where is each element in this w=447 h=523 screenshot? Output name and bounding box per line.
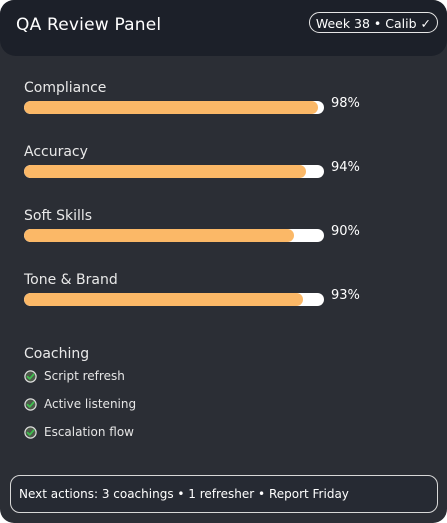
metric-label: Tone & Brand	[24, 272, 118, 288]
panel-header: QA Review Panel Week 38 • Calib ✓	[0, 0, 447, 56]
metric-accuracy: Accuracy 94%	[24, 144, 424, 184]
metric-soft-skills: Soft Skills 90%	[24, 208, 424, 248]
metric-label: Soft Skills	[24, 208, 93, 224]
check-circle-icon	[24, 370, 37, 383]
panel-title: QA Review Panel	[16, 15, 162, 35]
next-actions-text: Next actions: 3 coachings • 1 refresher …	[19, 487, 349, 501]
metric-tone-brand: Tone & Brand 93%	[24, 272, 424, 312]
progress-fill	[24, 165, 306, 178]
metric-percent: 94%	[331, 160, 360, 175]
progress-track	[24, 101, 324, 114]
progress-track	[24, 165, 324, 178]
progress-track	[24, 293, 324, 306]
metric-label: Accuracy	[24, 144, 88, 160]
metric-percent: 93%	[331, 288, 360, 303]
metric-percent: 98%	[331, 96, 360, 111]
progress-fill	[24, 229, 294, 242]
coaching-item-label: Script refresh	[44, 369, 125, 383]
progress-fill	[24, 293, 303, 306]
progress-track	[24, 229, 324, 242]
metric-label: Compliance	[24, 80, 107, 96]
check-circle-icon	[24, 398, 37, 411]
coaching-item-label: Escalation flow	[44, 425, 134, 439]
progress-fill	[24, 101, 318, 114]
week-calibration-badge[interactable]: Week 38 • Calib ✓	[308, 12, 438, 33]
coaching-title: Coaching	[24, 346, 90, 362]
check-circle-icon	[24, 426, 37, 439]
metric-percent: 90%	[331, 224, 360, 239]
next-actions-bar: Next actions: 3 coachings • 1 refresher …	[10, 475, 438, 513]
coaching-item-label: Active listening	[44, 397, 137, 411]
metric-compliance: Compliance 98%	[24, 80, 424, 120]
